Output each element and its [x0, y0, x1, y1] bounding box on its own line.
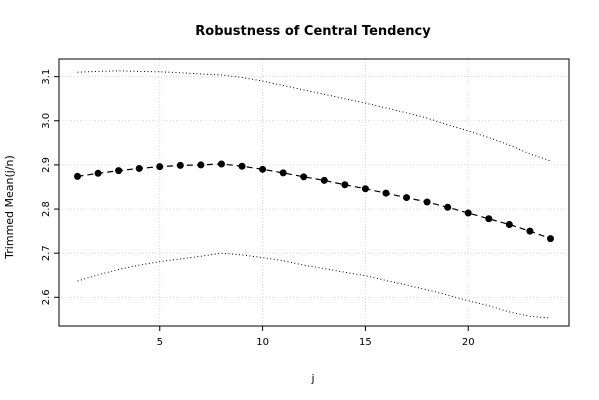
series-line-trimmed-mean	[77, 163, 551, 240]
data-point	[300, 173, 308, 181]
x-tick-label: 10	[256, 337, 269, 348]
series-layer	[74, 70, 554, 319]
x-tick-label: 20	[462, 337, 475, 348]
data-point	[526, 227, 534, 235]
data-point	[403, 194, 411, 202]
data-point	[217, 160, 225, 168]
y-axis: 2.6 2.7 2.8 2.9 3.0 3.1	[41, 69, 59, 305]
series-line-upper-band	[77, 70, 551, 162]
data-point	[259, 165, 267, 173]
data-point	[94, 169, 102, 177]
data-point	[197, 161, 205, 169]
data-point	[176, 161, 184, 169]
y-tick-label: 2.7	[41, 245, 52, 261]
chart-title: Robustness of Central Tendency	[195, 24, 431, 39]
data-point	[238, 162, 246, 170]
data-point	[382, 189, 390, 197]
grid	[59, 59, 569, 326]
y-axis-label: Trimmed Mean(j/n)	[3, 155, 16, 260]
data-point	[361, 185, 369, 193]
y-tick-label: 2.9	[41, 157, 52, 173]
series-line-lower-band	[77, 252, 551, 319]
y-tick-label: 2.6	[41, 289, 52, 305]
x-tick-label: 5	[157, 337, 163, 348]
data-point	[505, 220, 513, 228]
data-point	[279, 169, 287, 177]
y-tick-label: 3.1	[41, 69, 52, 85]
data-point	[74, 172, 82, 180]
x-axis-label: j	[310, 372, 314, 385]
data-point	[320, 176, 328, 184]
data-point	[115, 167, 123, 175]
data-point	[341, 181, 349, 189]
plot-frame	[58, 58, 570, 327]
data-point	[444, 203, 452, 211]
data-point	[135, 164, 143, 172]
y-tick-label: 2.8	[41, 201, 52, 217]
data-point	[423, 198, 431, 206]
y-tick-label: 3.0	[41, 113, 52, 129]
data-point	[156, 163, 164, 171]
x-tick-label: 15	[359, 337, 372, 348]
x-axis: 5 10 15 20	[157, 326, 475, 348]
data-point	[464, 209, 472, 217]
data-point	[546, 235, 554, 243]
data-point	[485, 215, 493, 223]
